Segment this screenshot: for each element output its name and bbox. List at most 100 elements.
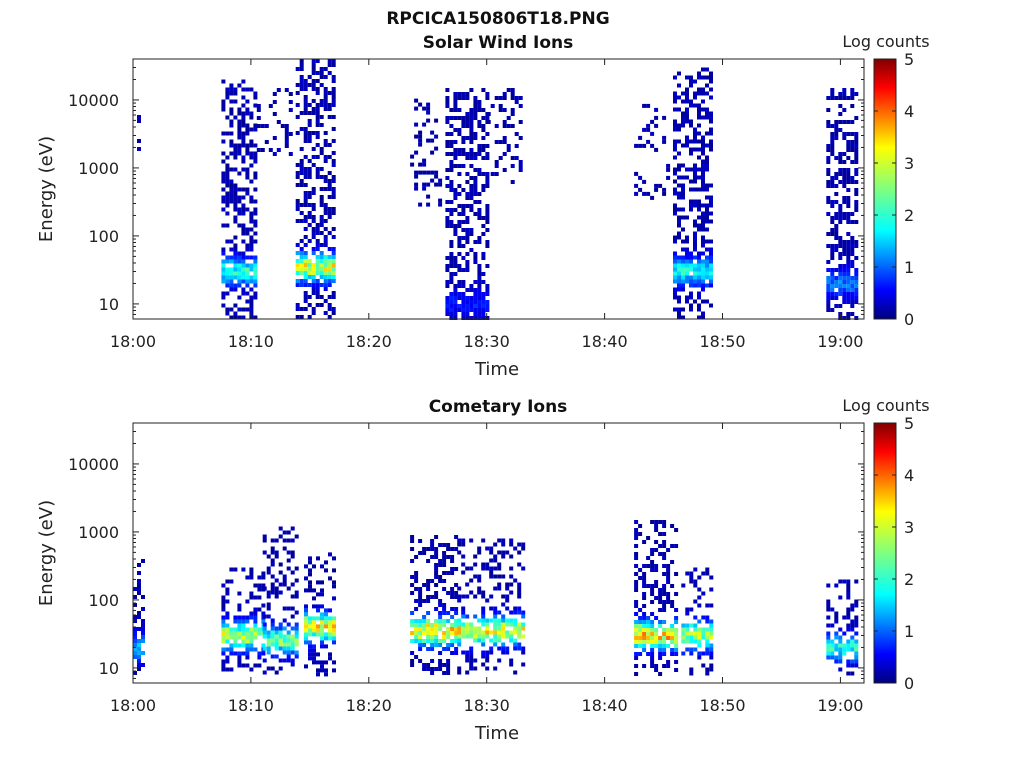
spectrogram-cell: [701, 175, 705, 180]
spectrogram-cell: [701, 143, 705, 148]
spectrogram-cell: [299, 83, 304, 87]
spectrogram-cell: [485, 216, 490, 220]
spectrogram-cell: [842, 216, 847, 220]
spectrogram-cell: [225, 167, 230, 172]
spectrogram-cell: [461, 148, 466, 152]
axes: 18:00 18:10 18:20 18:30 18:40 18:50 19:0010100…: [68, 58, 864, 351]
spectrogram-cell: [842, 136, 847, 140]
spectrogram-cell: [262, 534, 267, 539]
spectrogram-cell: [654, 520, 659, 524]
spectrogram-cell: [253, 283, 258, 288]
spectrogram-cell: [838, 120, 843, 124]
spectrogram-cell: [434, 623, 439, 627]
spectrogram-cell: [303, 267, 308, 271]
spectrogram-cell: [245, 631, 250, 636]
spectrogram-cell: [323, 263, 328, 267]
spectrogram-cell: [846, 156, 851, 160]
spectrogram-cell: [233, 283, 238, 288]
spectrogram-cell: [311, 83, 316, 87]
spectrogram-cell: [278, 534, 283, 539]
spectrogram-cell: [709, 127, 713, 132]
spectrogram-cell: [319, 187, 324, 191]
spectrogram-cell: [430, 595, 435, 599]
spectrogram-cell: [286, 642, 291, 647]
spectrogram-cell: [854, 152, 859, 156]
spectrogram-cell: [237, 635, 242, 640]
spectrogram-cell: [701, 315, 705, 320]
spectrogram-cell: [677, 307, 681, 312]
spectrogram-cell: [315, 295, 320, 299]
spectrogram-cell: [249, 127, 254, 132]
spectrogram-cell: [481, 128, 486, 132]
spectrogram-cell: [260, 124, 265, 128]
spectrogram-cell: [517, 634, 522, 639]
spectrogram-cell: [295, 303, 300, 307]
spectrogram-cell: [315, 247, 320, 251]
spectrogram-cell: [638, 143, 643, 148]
spectrogram-cell: [249, 267, 254, 272]
spectrogram-cell: [276, 148, 281, 152]
spectrogram-cell: [465, 268, 470, 272]
spectrogram-cell: [262, 646, 267, 651]
spectrogram-cell: [221, 603, 226, 608]
spectrogram-cell: [673, 171, 677, 176]
spectrogram-cell: [319, 271, 324, 275]
spectrogram-cell: [489, 638, 494, 643]
spectrogram-cell: [693, 627, 698, 632]
spectrogram-cell: [681, 255, 685, 260]
spectrogram-cell: [270, 654, 275, 659]
spectrogram-cell: [453, 316, 458, 320]
spectrogram-cell: [225, 115, 230, 120]
spectrogram-cell: [701, 259, 705, 264]
spectrogram-cell: [654, 540, 659, 544]
spectrogram-cell: [469, 666, 474, 671]
spectrogram-cell: [307, 211, 312, 215]
spectrogram-cell: [414, 174, 419, 179]
spectrogram-cell: [270, 562, 275, 567]
spectrogram-cell: [674, 616, 679, 620]
spectrogram-cell: [697, 139, 701, 144]
spectrogram-cell: [670, 604, 675, 608]
spectrogram-cell: [141, 639, 145, 643]
spectrogram-cell: [465, 220, 470, 224]
spectrogram-cell: [221, 663, 226, 668]
spectrogram-cell: [485, 316, 490, 320]
spectrogram-cell: [689, 671, 694, 676]
spectrogram-cell: [221, 139, 226, 144]
spectrogram-cell: [253, 607, 258, 612]
spectrogram-cell: [517, 542, 522, 547]
spectrogram-cell: [434, 547, 439, 551]
spectrogram-cell: [137, 139, 141, 143]
spectrogram-cell: [253, 615, 258, 620]
spectrogram-cell: [709, 203, 713, 208]
spectrogram-cell: [442, 635, 447, 639]
spectrogram-cell: [654, 115, 659, 120]
spectrogram-cell: [307, 175, 312, 179]
spectrogram-cell: [245, 299, 250, 304]
spectrogram-cell: [850, 92, 855, 96]
spectrogram-cell: [701, 171, 705, 176]
spectrogram-cell: [133, 615, 137, 619]
spectrogram-cell: [221, 615, 226, 620]
spectrogram-cell: [689, 103, 693, 108]
spectrogram-cell: [830, 204, 835, 208]
spectrogram-cell: [850, 663, 855, 668]
spectrogram-cell: [442, 587, 447, 591]
spectrogram-cell: [237, 275, 242, 280]
spectrogram-cell: [709, 195, 713, 200]
spectrogram-cell: [501, 626, 506, 631]
spectrogram-cell: [270, 586, 275, 591]
spectrogram-cell: [673, 275, 677, 280]
spectrogram-cell: [469, 590, 474, 595]
spectrogram-cell: [465, 582, 470, 587]
spectrogram-cell: [449, 292, 454, 296]
spectrogram-cell: [454, 623, 459, 627]
spectrogram-cell: [681, 191, 685, 196]
spectrogram-cell: [272, 100, 277, 104]
spectrogram-cell: [434, 639, 439, 643]
spectrogram-cell: [701, 215, 705, 220]
spectrogram-cell: [685, 631, 690, 636]
spectrogram-cell: [666, 564, 671, 568]
spectrogram-cell: [850, 647, 855, 652]
spectrogram-cell: [295, 175, 300, 179]
